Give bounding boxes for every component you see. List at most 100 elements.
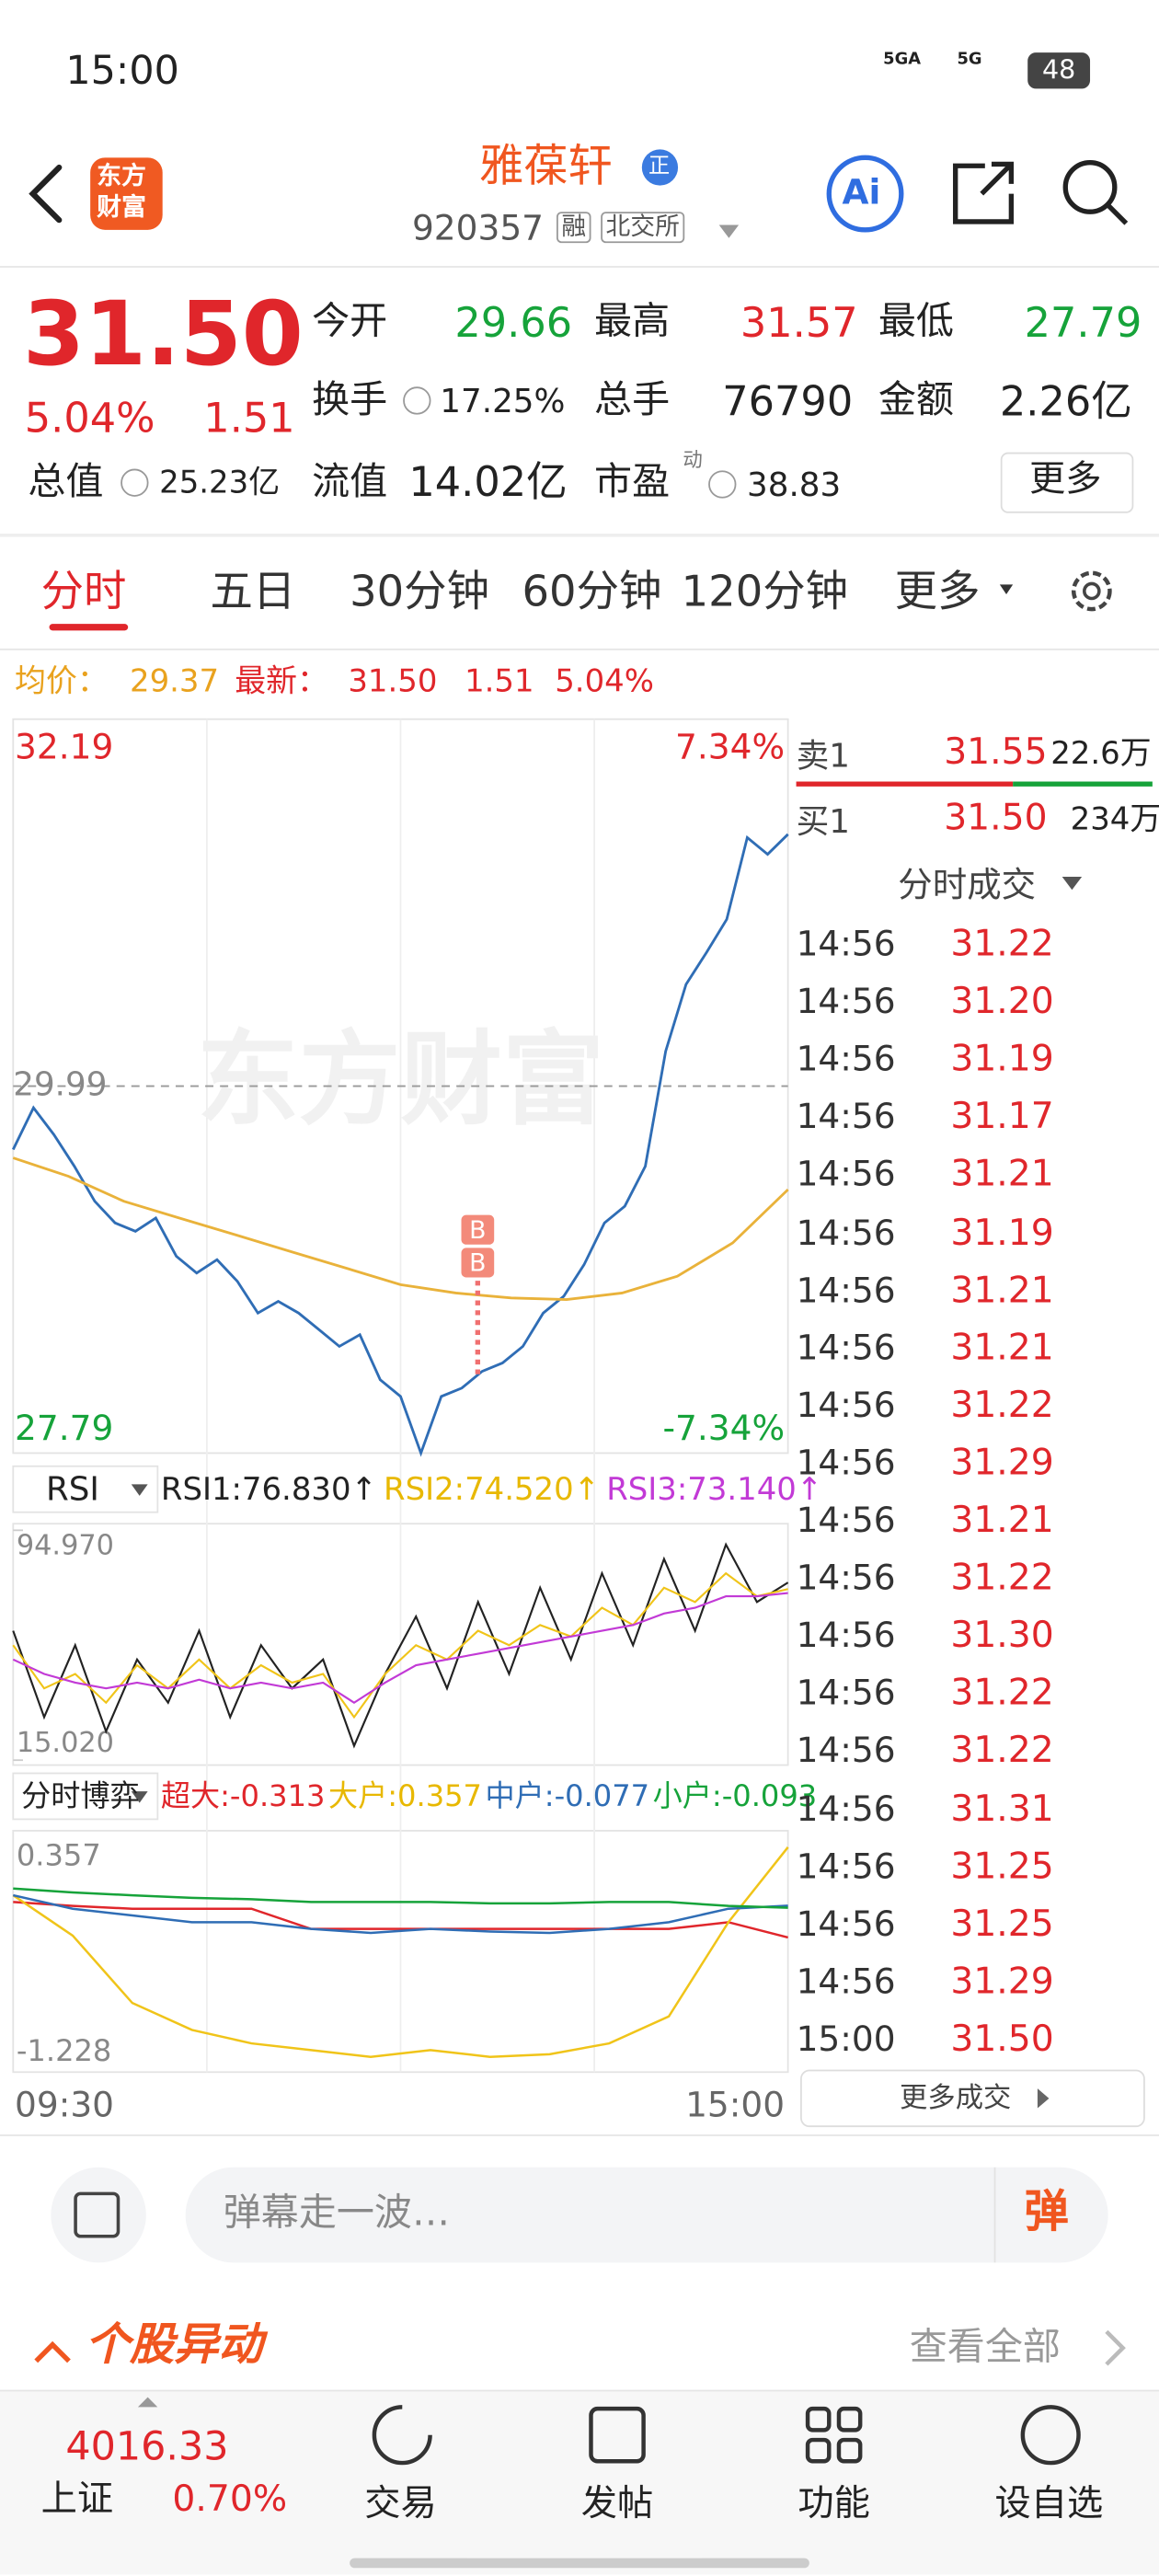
field-label: 最低: [878, 300, 954, 344]
nav-item[interactable]: 设自选: [994, 2484, 1104, 2525]
y-label: 29.99: [13, 1066, 107, 1104]
series-line: [12, 1571, 788, 1719]
tag: 融: [557, 212, 591, 244]
field-value: 38.83: [747, 465, 842, 504]
trade-price: 31.21: [950, 1270, 1054, 1312]
function-icon: [836, 2437, 863, 2464]
legend-entry: 大户:0.357: [328, 1778, 482, 1813]
function-icon[interactable]: [805, 2406, 832, 2432]
nav-item[interactable]: 功能: [798, 2484, 870, 2525]
ai-label[interactable]: Ai: [842, 172, 881, 213]
flow-selector[interactable]: [12, 1772, 159, 1821]
more-trades-bg[interactable]: [800, 2069, 1145, 2128]
info-icon[interactable]: [120, 468, 149, 497]
trade-icon[interactable]: [372, 2405, 432, 2466]
chevron: [1105, 2329, 1126, 2366]
x-label: 15:00: [685, 2084, 785, 2124]
trade-time: 14:56: [796, 1846, 896, 1886]
collapse-icon[interactable]: [34, 2340, 71, 2363]
legend-entry: 超大:-0.313: [161, 1778, 326, 1813]
change-pct: 5.04%: [24, 394, 155, 443]
logo: [90, 157, 163, 230]
comment-icon: [74, 2191, 120, 2238]
trade-price: 31.21: [950, 1501, 1054, 1542]
pct-label: -7.34%: [663, 1408, 786, 1448]
index-arrow: [137, 2397, 158, 2408]
buy-bar: [1013, 781, 1153, 787]
watchlist-icon[interactable]: [1020, 2405, 1081, 2466]
field-label: 换手: [312, 379, 388, 422]
search-icon[interactable]: [1062, 160, 1118, 214]
trade-marker-bg: [461, 1248, 495, 1278]
legend-entry: 中户:-0.077: [486, 1778, 650, 1813]
series-line: [11, 833, 789, 1457]
ai-icon[interactable]: [826, 155, 904, 233]
info-icon[interactable]: [708, 470, 737, 499]
trade-time: 14:56: [796, 1270, 896, 1310]
battery: 48: [1027, 52, 1091, 89]
tab[interactable]: 30分钟: [350, 568, 490, 618]
more-trades[interactable]: 更多成交: [900, 2081, 1012, 2115]
buy-price: 31.50: [944, 798, 1048, 839]
nav-item[interactable]: 发帖: [580, 2484, 654, 2525]
tab[interactable]: 60分钟: [522, 568, 662, 618]
tag: 北交所: [601, 212, 685, 244]
index-value[interactable]: 4016.33: [65, 2423, 229, 2470]
avg-value: 29.37: [129, 663, 220, 700]
trade-price: 31.22: [950, 1385, 1054, 1427]
comment-placeholder[interactable]: 弹幕走一波…: [223, 2191, 451, 2235]
tab[interactable]: 120分钟: [681, 568, 849, 618]
trade-time: 14:56: [796, 1961, 896, 2002]
index-name[interactable]: 上证: [40, 2478, 114, 2521]
legend-entry: RSI1:76.830↑: [161, 1471, 377, 1507]
latest-label: 最新：: [235, 663, 328, 700]
trade-time: 14:56: [796, 982, 896, 1022]
dropdown-arrow: [131, 1791, 148, 1803]
trade-marker-bg: [461, 1214, 495, 1245]
tab[interactable]: 更多: [894, 568, 981, 618]
rsi-selector[interactable]: [12, 1465, 159, 1513]
trade-time: 14:56: [796, 1501, 896, 1541]
change: 1.51: [203, 394, 295, 443]
post-icon[interactable]: [589, 2406, 646, 2464]
field-value: 14.02亿: [408, 457, 568, 506]
chevron: [1037, 2088, 1050, 2109]
trade-price: 31.19: [950, 1040, 1054, 1081]
settings-icon[interactable]: [1071, 570, 1112, 612]
more-button[interactable]: 更多: [1029, 459, 1102, 501]
function-icon: [805, 2437, 832, 2464]
info-icon[interactable]: [403, 386, 431, 415]
index-change[interactable]: 0.70%: [172, 2478, 288, 2521]
field-value: 29.66: [454, 298, 573, 347]
trade-price: 31.25: [950, 1846, 1054, 1888]
trade-price: 31.29: [950, 1961, 1054, 2003]
trade-time: 14:56: [796, 1903, 896, 1944]
pct-label: 7.34%: [675, 726, 785, 766]
home-indicator: [350, 2558, 809, 2569]
tab[interactable]: 五日: [210, 568, 296, 618]
sell-price: 31.55: [944, 731, 1048, 774]
danmu-button[interactable]: 弹: [1024, 2187, 1069, 2238]
back-icon[interactable]: [29, 164, 63, 224]
trade-price: 31.22: [950, 924, 1054, 966]
trade-time: 14:56: [796, 1040, 896, 1079]
dropdown-arrow: [131, 1484, 148, 1496]
field-label: 最高: [594, 300, 671, 344]
trade-price: 31.19: [950, 1213, 1054, 1254]
function-icon: [836, 2406, 863, 2432]
trade-price: 31.22: [950, 1673, 1054, 1715]
comment-input[interactable]: [185, 2167, 1108, 2263]
latest-value: 31.50: [348, 663, 438, 700]
more-button-bg[interactable]: [1000, 452, 1134, 513]
field-value: 2.26亿: [999, 377, 1132, 426]
comment-icon-bg[interactable]: [51, 2167, 146, 2263]
legend-entry: 小户:-0.093: [653, 1778, 818, 1813]
tab[interactable]: 分时: [40, 568, 127, 618]
nav-item[interactable]: 交易: [364, 2484, 437, 2525]
section-link[interactable]: 查看全部: [909, 2326, 1061, 2370]
divider: [0, 266, 1159, 268]
trades-title[interactable]: 分时成交: [898, 865, 1037, 905]
share-icon[interactable]: [953, 161, 1015, 224]
